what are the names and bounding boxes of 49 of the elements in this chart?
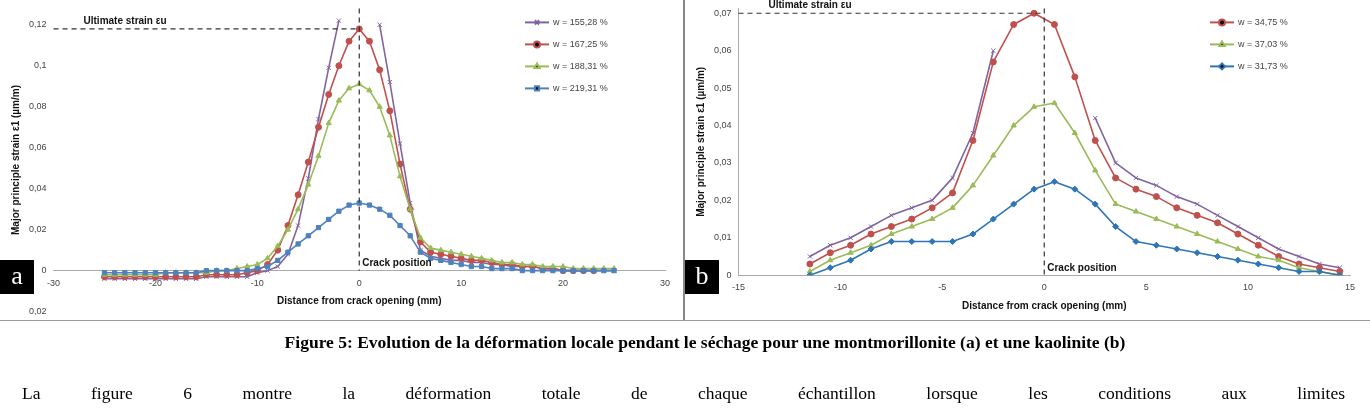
x-tick-label: -5	[938, 282, 947, 293]
text: La figure 6 montre la déformation totale de chaque échantillon lorsque les conditions aux limites	[22, 383, 1345, 404]
y-tick-label: 0,08	[28, 101, 47, 112]
y-tick-label: 0,02	[28, 306, 47, 317]
legend-label: w = 219,31 %	[552, 82, 608, 93]
legend-label: w = 34,75 %	[1237, 16, 1288, 27]
ref-line-label: Ultimate strain εu	[768, 0, 852, 11]
y-axis-title: Major principle strain ε1 (µm/m)	[9, 85, 21, 235]
y-tick-label: 0,06	[28, 142, 47, 153]
legend-label: w = 167,25 %	[552, 38, 608, 49]
x-tick-label: -10	[833, 282, 847, 293]
legend-label: w = 31,73 %	[1237, 60, 1288, 71]
ref-line-label: Ultimate strain εu	[83, 14, 167, 26]
x-tick-label: 0	[356, 277, 362, 288]
x-axis-title: Distance from crack opening (mm)	[277, 295, 442, 307]
x-tick-label: 15	[1344, 282, 1356, 293]
text: b	[685, 260, 719, 294]
x-tick-label: -15	[732, 282, 746, 293]
x-axis-title: Distance from crack opening (mm)	[962, 299, 1127, 311]
x-tick-label: 0	[1041, 282, 1047, 293]
caption: Figure 5: Evolution de la déformation locale pendant le séchage pour une montmorillonite (a) et une kaolinite (b)	[283, 332, 1127, 353]
text: a	[0, 260, 34, 294]
x-tick-label: 5	[1143, 282, 1149, 293]
x-tick-label: -10	[250, 277, 264, 288]
y-tick-label: 0,04	[713, 120, 732, 131]
y-tick-label: 0,06	[713, 45, 732, 56]
y-tick-label: 0,03	[713, 157, 732, 168]
x-tick-label: -30	[47, 277, 61, 288]
y-tick-label: 0,1	[34, 60, 47, 71]
y-tick-label: 0,02	[28, 224, 47, 235]
x-tick-label: 10	[1243, 282, 1254, 293]
y-tick-label: 0	[41, 265, 47, 276]
legend-label: w = 37,03 %	[1237, 38, 1288, 49]
y-tick-label: 0,01	[713, 232, 732, 243]
y-tick-label: 0	[726, 269, 732, 280]
x-tick-label: 10	[456, 277, 467, 288]
y-tick-label: 0,12	[28, 19, 47, 30]
legend-label: w = 155,28 %	[552, 16, 608, 27]
x-tick-label: 20	[558, 277, 569, 288]
y-tick-label: 0,05	[713, 82, 732, 93]
x-tick-label: 30	[659, 277, 671, 288]
legend-label: w = 188,31 %	[552, 60, 608, 71]
ref-line-label: Crack position	[1047, 261, 1117, 273]
y-tick-label: 0,02	[713, 194, 732, 205]
y-tick-label: 0,07	[713, 7, 732, 18]
y-axis-title: Major principle strain ε1 (µm/m)	[694, 66, 706, 217]
x-tick-label: -20	[148, 277, 162, 288]
y-tick-label: 0,04	[28, 183, 47, 194]
ref-line-label: Crack position	[362, 257, 432, 269]
